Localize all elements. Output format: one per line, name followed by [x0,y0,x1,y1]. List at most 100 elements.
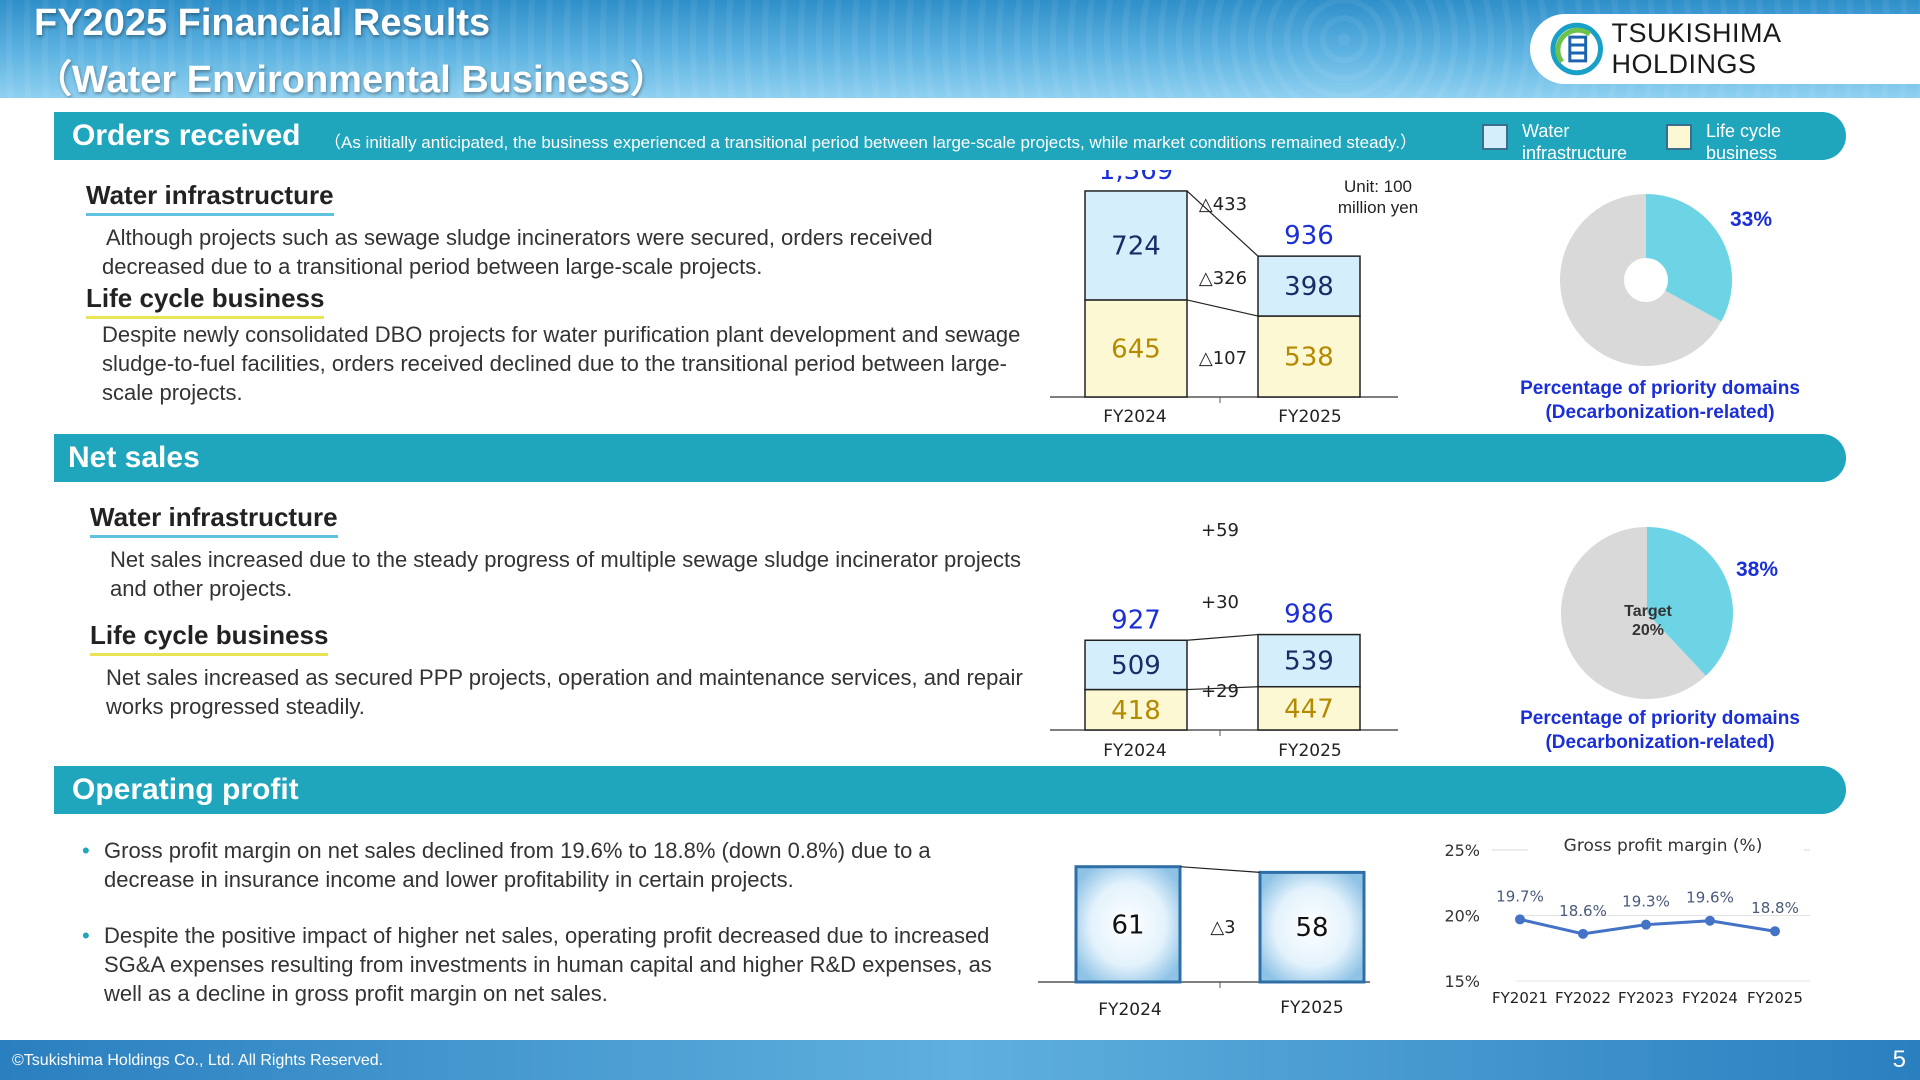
orders-bar-lifecycle-fy2025 [1257,315,1361,398]
orders-total-fy2025: 936 [1284,221,1334,251]
orders-unit-label: Unit: 100 million yen [1337,177,1419,217]
sales-lifecycle-text: Net sales increased as secured PPP proje… [106,665,1023,719]
sales-bar-water-fy2024 [1084,639,1188,691]
orders-water-text: Although projects such as sewage sludge … [102,225,933,279]
company-name: TSUKISHIMA HOLDINGS [1611,18,1781,79]
sales-bar-water-fy2025 [1257,633,1361,688]
sales-xlabel-fy2024: FY2024 [1103,741,1166,761]
margin-value-label-fy2024: 19.6% [1686,889,1734,907]
orders-connector-total [1186,190,1259,257]
orders-section-bar: Orders received （As initially anticipate… [54,112,1856,163]
profit-connector [1179,866,1261,873]
legend-water-swatch [1482,124,1508,150]
orders-pie-chart [1560,194,1732,366]
sales-pie-target-value: 20% [1631,622,1665,639]
orders-bar-lifecycle-fy2024 [1084,299,1188,398]
profit-bar-fy2024 [1074,865,1182,984]
margin-ytick-20: 20% [1444,907,1480,926]
orders-pie-percent: 33% [1730,208,1773,231]
margin-xlabel-fy2023: FY2023 [1618,989,1674,1007]
profit-section-title: Operating profit [72,773,299,806]
sales-bar-lifecycle-fy2024 [1084,688,1188,731]
page-number: 5 [1892,1046,1906,1073]
orders-water-heading: Water infrastructure [86,180,334,216]
orders-xlabel-fy2024: FY2024 [1103,407,1166,427]
margin-value-label-fy2023: 19.3% [1622,893,1670,911]
legend-lifecycle: Life cycle business [1666,120,1836,164]
margin-point-fy2024 [1705,915,1715,926]
sales-pie-slice-priority [1647,527,1733,676]
sales-bar-chart: 509 418 539 447 927 986 +59 +30 +29 FY20… [1050,520,1398,761]
legend-water-label: Water infrastructure [1522,121,1628,163]
orders-pie-hole [1624,258,1668,302]
orders-total-fy2024: 1,369 [1099,170,1173,186]
orders-pie-caption-line1: Percentage of priority domains [1520,378,1800,399]
orders-delta-water: △326 [1199,268,1247,289]
orders-delta-lifecycle: △107 [1199,348,1247,369]
orders-lifecycle-text: Despite newly consolidated DBO projects … [102,322,1021,405]
orders-pie-caption: Percentage of priority domains (Decarbon… [1480,377,1840,425]
margin-ytick-15: 15% [1444,972,1480,991]
profit-xlabel-fy2024: FY2024 [1098,1000,1161,1020]
tsukishima-logo-icon [1550,22,1603,76]
orders-value-water-fy2024: 724 [1111,231,1161,261]
sales-pie-target-label: Target [1624,603,1672,620]
sales-pie-slice-other [1561,527,1706,699]
margin-value-label-fy2021: 19.7% [1496,887,1544,905]
sales-total-fy2024: 927 [1111,605,1161,635]
orders-delta-total: △433 [1199,194,1247,215]
sales-pie-chart [1561,527,1733,699]
sales-value-lifecycle-fy2025: 447 [1284,694,1334,724]
orders-bar-water-fy2025 [1257,255,1361,317]
legend-lifecycle-label: Life cycle business [1706,121,1782,163]
margin-line-chart: Gross profit margin (%) 15% 20% 25% 19.7… [1444,836,1810,1007]
sales-pie-target: Target 20% [1600,602,1696,640]
sales-value-lifecycle-fy2024: 418 [1111,696,1161,726]
profit-bullet-1: Gross profit margin on net sales decline… [82,836,1022,894]
sales-pie-caption-line1: Percentage of priority domains [1520,708,1800,729]
orders-connector-mid [1186,299,1259,317]
sales-connector-total [1186,633,1259,641]
legend-water: Water infrastructure [1482,120,1652,164]
orders-bar-chart: 724 645 398 538 1,369 936 △433 △326 △107… [1050,170,1398,427]
sales-value-water-fy2024: 509 [1111,651,1161,681]
sales-pie-caption: Percentage of priority domains (Decarbon… [1480,707,1840,755]
orders-value-lifecycle-fy2025: 538 [1284,343,1334,373]
margin-xlabel-fy2022: FY2022 [1555,989,1611,1007]
margin-xlabel-fy2024: FY2024 [1682,989,1738,1007]
page-title: FY2025 Financial Results [34,2,491,44]
sales-pie-percent: 38% [1736,558,1779,581]
orders-section-note: （As initially anticipated, the business … [324,133,1417,152]
profit-value-fy2024: 61 [1111,910,1144,940]
margin-point-fy2022 [1578,928,1588,939]
margin-point-fy2021 [1515,914,1525,925]
margin-points: 19.7% FY2021 18.6% FY2022 19.3% FY2023 19.6% FY… [1492,887,1803,1007]
margin-value-label-fy2022: 18.6% [1559,902,1607,920]
sales-pie-caption-line2: (Decarbonization-related) [1545,732,1775,753]
margin-xlabel-fy2025: FY2025 [1747,989,1803,1007]
margin-value-label-fy2025: 18.8% [1751,899,1799,917]
sales-section-title: Net sales [68,441,200,474]
orders-value-lifecycle-fy2024: 645 [1111,334,1161,364]
orders-xlabel-fy2025: FY2025 [1278,407,1341,427]
margin-ytick-25: 25% [1444,841,1480,860]
profit-delta: △3 [1210,917,1235,938]
sales-water-heading: Water infrastructure [90,502,338,538]
profit-xlabel-fy2025: FY2025 [1280,998,1343,1018]
sales-section-bar: Net sales [54,434,1856,482]
sales-delta-lifecycle: +29 [1201,681,1239,702]
margin-point-fy2023 [1641,919,1651,930]
sales-total-fy2025: 986 [1284,600,1334,630]
profit-bar-fy2025 [1258,870,1366,984]
margin-point-fy2025 [1770,926,1780,937]
orders-section-title: Orders received [72,119,301,152]
sales-lifecycle-heading: Life cycle business [90,620,329,656]
sales-delta-water: +30 [1201,592,1239,613]
sales-xlabel-fy2025: FY2025 [1278,741,1341,761]
orders-value-water-fy2025: 398 [1284,272,1334,302]
page-subtitle: （Water Environmental Business） [34,59,669,98]
profit-value-fy2025: 58 [1295,913,1328,943]
copyright-text: ©Tsukishima Holdings Co., Ltd. All Right… [12,1052,384,1069]
footer: ©Tsukishima Holdings Co., Ltd. All Right… [0,1040,1920,1080]
profit-bullet-2: Despite the positive impact of higher ne… [82,921,1022,1008]
